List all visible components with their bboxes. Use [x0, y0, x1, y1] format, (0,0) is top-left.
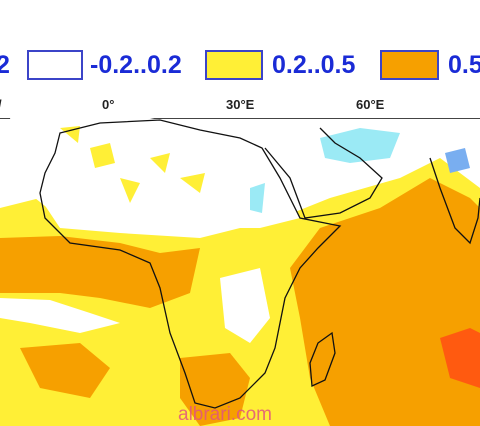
legend-label: 0.2..0.5 [272, 51, 356, 79]
anomaly-fill [0, 118, 480, 426]
legend-swatch [205, 50, 263, 80]
coastline [39, 119, 480, 409]
legend-label: 0.5 [448, 51, 480, 79]
legend-label: -0.2..0.2 [90, 51, 182, 79]
longitude-label: 30°E [226, 97, 255, 112]
longitude-label: 0° [102, 97, 115, 112]
legend-label: 2 [0, 51, 10, 79]
legend-swatch [27, 50, 83, 80]
longitude-label: 60°E [356, 97, 385, 112]
longitude-label: / [0, 97, 2, 112]
legend-swatch [380, 50, 439, 80]
watermark: albrari.com [178, 404, 272, 425]
map [0, 118, 480, 426]
